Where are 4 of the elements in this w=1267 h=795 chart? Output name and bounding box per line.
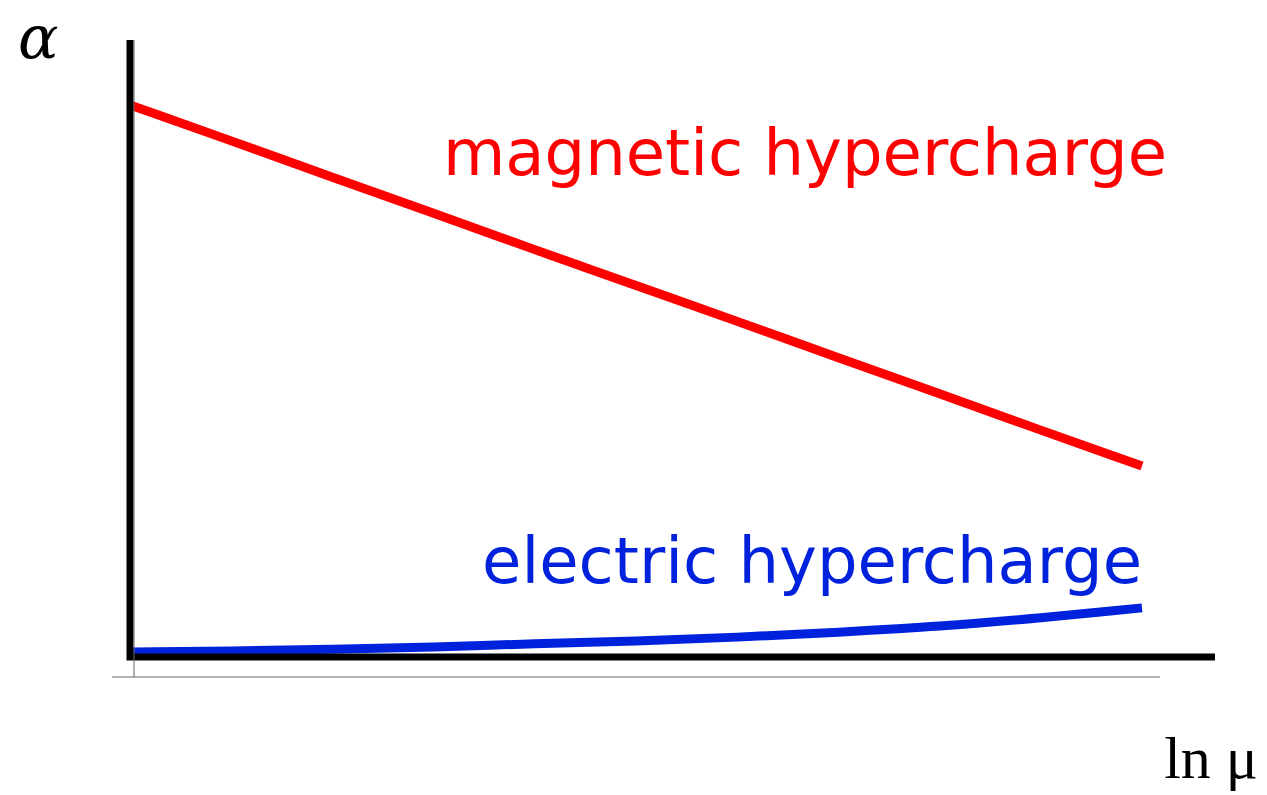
y-axis-title: α [18, 2, 59, 72]
series-label: electric hypercharge [482, 523, 1142, 598]
series-label: magnetic hypercharge [442, 116, 1167, 190]
x-axis-title: ln μ [1164, 725, 1258, 791]
